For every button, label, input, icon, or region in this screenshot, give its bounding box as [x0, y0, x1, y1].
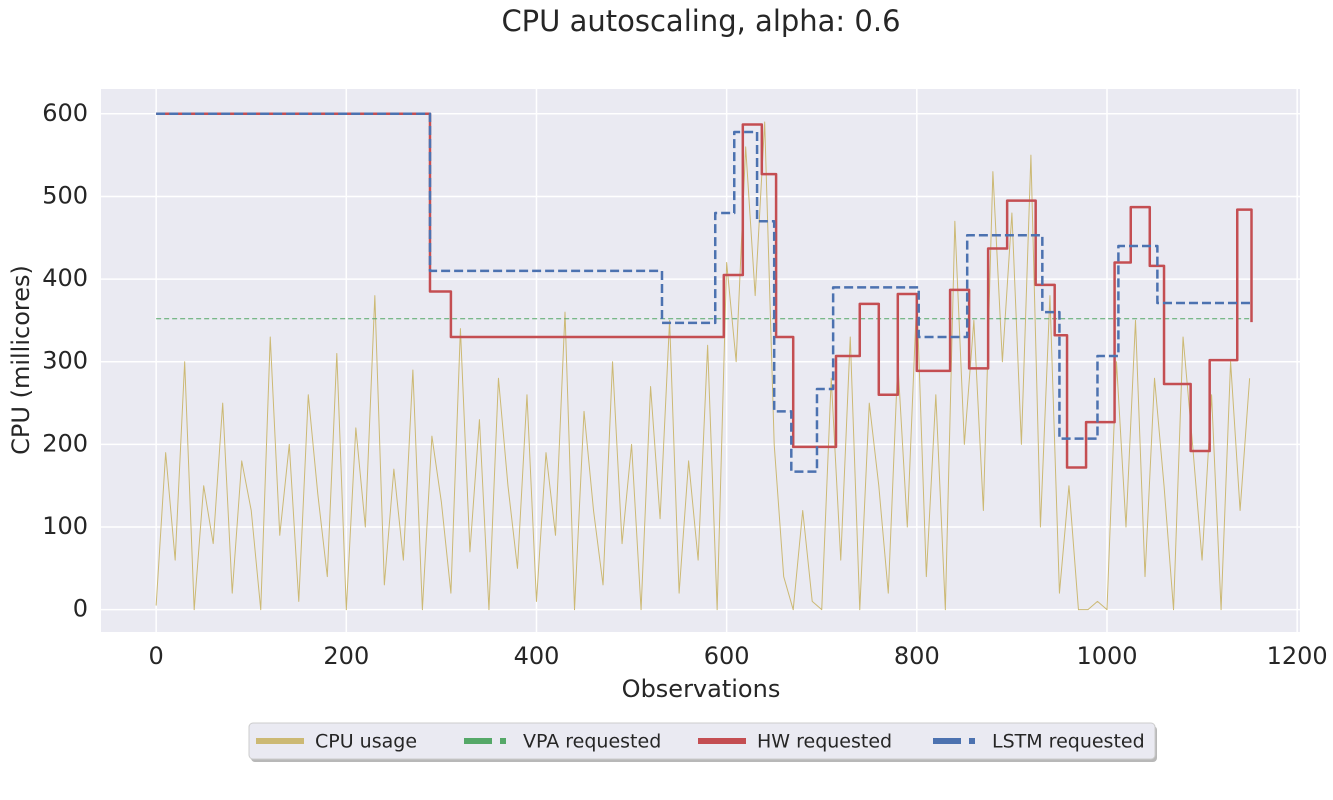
x-tick-label: 200 [323, 642, 369, 670]
y-tick-label: 400 [42, 264, 88, 292]
y-tick-label: 500 [42, 181, 88, 209]
y-tick-label: 100 [42, 512, 88, 540]
series-line [155, 121, 1251, 611]
legend-label: VPA requested [523, 731, 661, 753]
legend: CPU usage VPA requested HW requested LSTM r… [248, 722, 1157, 762]
chart-title: CPU autoscaling, alpha: 0.6 [501, 4, 900, 38]
x-axis-label: Observations [622, 675, 781, 703]
grid [101, 89, 1300, 632]
y-tick-label: 0 [73, 595, 88, 623]
legend-label: LSTM requested [992, 731, 1145, 753]
y-tick-label: 200 [42, 429, 88, 457]
legend-label: CPU usage [315, 731, 417, 753]
plot-area [101, 89, 1300, 632]
series-line [156, 112, 1252, 473]
legend-label: HW requested [757, 731, 892, 753]
series-group [155, 112, 1253, 611]
series-line [156, 112, 1253, 469]
x-tick-label: 400 [514, 642, 560, 670]
y-tick-label: 300 [42, 347, 88, 375]
x-tick-label: 800 [894, 642, 940, 670]
x-tick-label: 600 [704, 642, 750, 670]
y-tick-label: 600 [42, 99, 88, 127]
y-axis-label: CPU (millicores) [7, 265, 35, 455]
x-tick-label: 1200 [1267, 642, 1328, 670]
x-tick-label: 0 [149, 642, 164, 670]
x-tick-label: 1000 [1076, 642, 1137, 670]
